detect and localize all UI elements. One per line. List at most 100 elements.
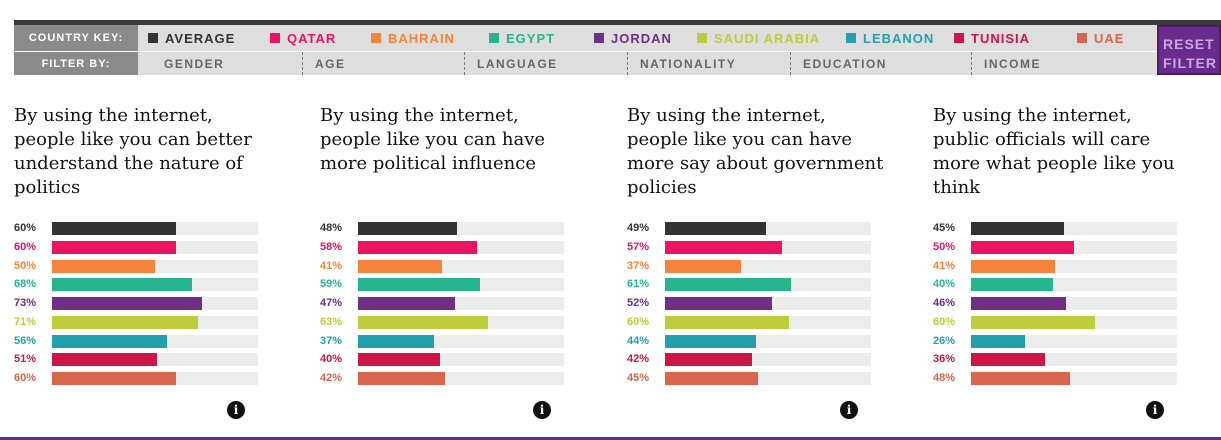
chart-panel-3: By using the internet, people like you c… xyxy=(627,104,907,424)
country-swatch xyxy=(489,33,499,43)
bar-value-label: 46% xyxy=(933,297,956,309)
bar-track xyxy=(52,240,258,254)
bar-track xyxy=(358,372,564,385)
bar-track xyxy=(52,334,258,348)
bar-value-label: 49% xyxy=(627,222,650,234)
country-key-qatar[interactable]: QATAR xyxy=(270,25,336,51)
bar-track xyxy=(52,278,258,292)
bar-track xyxy=(971,372,1177,385)
filter-tab-age[interactable]: AGE xyxy=(302,52,464,75)
country-key-saudi-arabia[interactable]: SAUDI ARABIA xyxy=(697,25,820,51)
filter-tab-income[interactable]: INCOME xyxy=(971,52,1157,75)
filter-tab-education[interactable]: EDUCATION xyxy=(790,52,971,75)
bar-value-label: 60% xyxy=(14,372,37,384)
info-icon[interactable]: i xyxy=(1146,401,1164,419)
bar-lebanon xyxy=(971,334,1025,348)
bar-track xyxy=(52,259,258,273)
filter-tab-gender[interactable]: GENDER xyxy=(164,56,225,71)
bar-value-label: 48% xyxy=(933,372,956,384)
bar-value-label: 68% xyxy=(14,278,37,291)
bar-saudi-arabia xyxy=(52,315,199,329)
bar-average xyxy=(665,222,766,235)
country-key-label: JORDAN xyxy=(611,30,672,46)
bar-track xyxy=(52,315,258,329)
bar-value-label: 42% xyxy=(320,372,343,384)
country-key-label: LEBANON xyxy=(863,30,935,46)
country-key-label: AVERAGE xyxy=(165,30,236,46)
bar-track xyxy=(665,353,871,367)
country-swatch xyxy=(270,33,280,43)
bar-bahrain xyxy=(665,259,742,273)
bar-track xyxy=(358,353,564,367)
bar-bahrain xyxy=(52,259,155,273)
bar-average xyxy=(971,222,1064,235)
chart-panel-4: By using the internet, public officials … xyxy=(933,104,1213,424)
info-icon[interactable]: i xyxy=(840,401,858,419)
bar-egypt xyxy=(665,278,791,292)
filter-tab-nationality[interactable]: NATIONALITY xyxy=(627,52,790,75)
country-key-uae[interactable]: UAE xyxy=(1077,25,1124,51)
bar-uae xyxy=(52,372,176,385)
bar-value-label: 41% xyxy=(933,259,956,272)
bar-value-label: 26% xyxy=(933,334,956,347)
bar-jordan xyxy=(665,297,773,310)
bar-track xyxy=(358,259,564,273)
bar-egypt xyxy=(52,278,193,292)
chart-title: By using the internet, public officials … xyxy=(933,105,1175,198)
footer-rule xyxy=(0,437,1221,440)
country-key-jordan[interactable]: JORDAN xyxy=(594,25,672,51)
country-swatch xyxy=(954,33,964,43)
bar-track xyxy=(665,334,871,348)
bar-lebanon xyxy=(665,334,756,348)
country-key-label: COUNTRY KEY: xyxy=(14,25,138,51)
info-icon[interactable]: i xyxy=(227,401,245,419)
bar-track xyxy=(971,278,1177,292)
bar-track xyxy=(665,240,871,254)
bar-saudi-arabia xyxy=(665,315,789,329)
bar-value-label: 36% xyxy=(933,353,956,366)
bar-value-label: 50% xyxy=(933,240,956,253)
country-swatch xyxy=(846,33,856,43)
bar-egypt xyxy=(358,278,480,292)
country-key-label: BAHRAIN xyxy=(388,30,455,46)
bar-track xyxy=(971,315,1177,329)
bar-average xyxy=(358,222,457,235)
bar-track xyxy=(52,372,258,385)
bar-value-label: 50% xyxy=(14,259,37,272)
bar-value-label: 45% xyxy=(933,222,956,234)
bar-value-label: 61% xyxy=(627,278,650,291)
bar-track xyxy=(358,240,564,254)
bar-qatar xyxy=(358,240,478,254)
bar-qatar xyxy=(665,240,783,254)
bar-track xyxy=(52,353,258,367)
bar-track xyxy=(971,222,1177,235)
filter-tab-language[interactable]: LANGUAGE xyxy=(464,52,627,75)
bar-value-label: 41% xyxy=(320,259,343,272)
info-icon[interactable]: i xyxy=(533,401,551,419)
bar-value-label: 37% xyxy=(320,334,343,347)
country-key-bahrain[interactable]: BAHRAIN xyxy=(371,25,455,51)
bar-value-label: 37% xyxy=(627,259,650,272)
country-key-tunisia[interactable]: TUNISIA xyxy=(954,25,1030,51)
country-key-label: TUNISIA xyxy=(971,30,1030,46)
bar-value-label: 52% xyxy=(627,297,650,309)
country-key-label: SAUDI ARABIA xyxy=(714,30,821,46)
bar-track xyxy=(665,259,871,273)
bar-track xyxy=(971,297,1177,310)
bar-track xyxy=(358,222,564,235)
reset-filter-button[interactable]: RESET FILTER xyxy=(1157,25,1221,75)
country-swatch xyxy=(371,33,381,43)
header-top-rule xyxy=(14,20,1221,25)
bar-track xyxy=(971,353,1177,367)
country-swatch xyxy=(697,33,707,43)
bar-egypt xyxy=(971,278,1054,292)
bar-jordan xyxy=(52,297,203,310)
country-key-egypt[interactable]: EGYPT xyxy=(489,25,555,51)
bar-track xyxy=(358,334,564,348)
bar-lebanon xyxy=(358,334,435,348)
chart-title: By using the internet, people like you c… xyxy=(14,105,252,198)
country-key-lebanon[interactable]: LEBANON xyxy=(846,25,934,51)
bar-value-label: 56% xyxy=(14,334,37,347)
bar-value-label: 73% xyxy=(14,297,37,309)
country-key-average[interactable]: AVERAGE xyxy=(148,25,235,51)
